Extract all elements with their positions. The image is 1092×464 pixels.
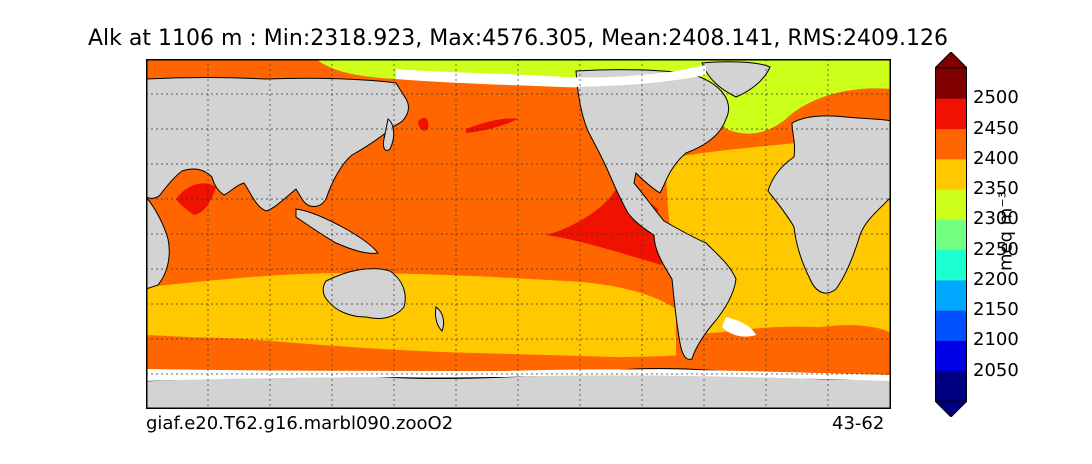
colorbar-segment-2500 bbox=[935, 68, 967, 99]
colorbar-segment-2400 bbox=[935, 128, 967, 160]
colorbar-segment-2150 bbox=[935, 279, 967, 311]
land-europe-africa-right bbox=[767, 115, 891, 294]
land-africa-east bbox=[146, 196, 170, 290]
year-range-label: 43-62 bbox=[832, 413, 885, 434]
colorbar-tick-label: 2100 bbox=[973, 329, 1019, 351]
land-masses bbox=[146, 61, 891, 409]
colorbar-tick-label: 2150 bbox=[973, 299, 1019, 321]
land-eurasia-africa bbox=[146, 77, 409, 212]
land-indonesia bbox=[295, 208, 379, 254]
plot-title: Alk at 1106 m : Min:2318.923, Max:4576.3… bbox=[88, 26, 948, 51]
no-data-areas bbox=[146, 65, 891, 381]
colorbar-segment-2100 bbox=[935, 310, 967, 341]
colorbar-tick-label: 2200 bbox=[973, 268, 1019, 290]
colorbar-segment-2450 bbox=[935, 98, 967, 130]
colorbar-segment-2050 bbox=[935, 340, 967, 372]
colorbar-units-label: meq m⁻³ bbox=[995, 190, 1017, 272]
colorbar-segment-2350 bbox=[935, 158, 967, 190]
case-name-label: giaf.e20.T62.g16.marbl090.zooO2 bbox=[146, 413, 454, 434]
colorbar-segment-2000 bbox=[935, 370, 967, 402]
ocean-band-2350-south-indian-pacific bbox=[146, 273, 676, 359]
map-panel bbox=[146, 59, 891, 409]
land-new-zealand bbox=[435, 306, 445, 332]
land-australia bbox=[322, 268, 406, 320]
colorbar-tick-label: 2400 bbox=[973, 147, 1019, 169]
land-japan bbox=[383, 118, 395, 152]
colorbar bbox=[935, 52, 967, 417]
colorbar-segment-2200 bbox=[935, 249, 967, 281]
colorbar-tick-label: 2050 bbox=[973, 359, 1019, 381]
map-border bbox=[146, 59, 891, 409]
colorbar-tick-label: 2300 bbox=[973, 208, 1019, 230]
colorbar-tick-label: 2500 bbox=[973, 87, 1019, 109]
graticule bbox=[146, 59, 891, 409]
land-americas bbox=[575, 69, 737, 360]
land-greenland bbox=[701, 61, 771, 98]
colorbar-segments bbox=[935, 68, 967, 402]
colorbar-border bbox=[935, 67, 967, 402]
ocean-band-2450-okhotsk bbox=[418, 117, 429, 131]
ocean-band-2400-south bbox=[146, 325, 891, 375]
colorbar-extend-top bbox=[935, 52, 967, 69]
colorbar-extend-bottom bbox=[935, 400, 967, 417]
ocean-band-2450-north-pacific bbox=[466, 118, 518, 133]
colorbar-segment-2300 bbox=[935, 189, 967, 220]
colorbar-tick-label: 2250 bbox=[973, 238, 1019, 260]
colorbar-segment-2250 bbox=[935, 219, 967, 251]
colorbar-tick-label: 2450 bbox=[973, 117, 1019, 139]
ocean-map bbox=[146, 59, 891, 409]
colorbar-tick-label: 2350 bbox=[973, 178, 1019, 200]
